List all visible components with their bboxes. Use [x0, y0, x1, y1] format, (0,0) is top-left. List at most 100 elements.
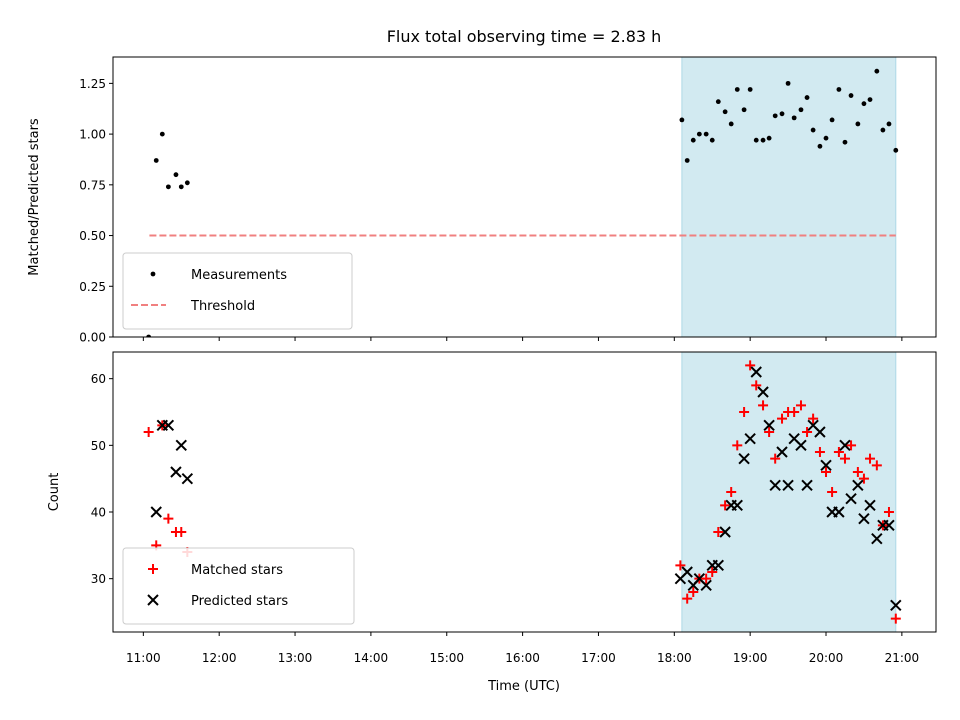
measurement-point [146, 334, 152, 337]
x-tick-label: 19:00 [733, 651, 768, 665]
bottom-legend-box [122, 547, 355, 625]
bottom-panel: 30 40 50 60 11:00 12:00 13:00 14:00 15:00 16:00 17… [91, 351, 937, 665]
matched-star-point [732, 440, 743, 451]
top-y-axis-label: Matched/Predicted stars [27, 118, 42, 276]
predicted-star-point [833, 506, 845, 518]
predicted-star-point [712, 559, 725, 572]
measurement-point [772, 113, 778, 119]
top-y-tick-label: 0.25 [79, 280, 106, 294]
matched-star-point [833, 447, 844, 457]
measurement-point [684, 158, 690, 163]
measurement-point [810, 127, 816, 133]
measurement-point [165, 184, 171, 190]
measurement-point [785, 80, 791, 86]
predicted-star-point [162, 419, 175, 432]
top-y-tick-label: 1.25 [79, 77, 106, 91]
matched-star-point [163, 513, 174, 524]
top-plot-area [146, 68, 899, 337]
measurement-point [709, 137, 715, 143]
bottom-y-axis-label: Count [47, 473, 62, 512]
measurement-point [842, 139, 848, 145]
predicted-star-point [700, 579, 712, 592]
measurement-point [159, 131, 165, 137]
matched-star-point [675, 560, 686, 571]
predicted-star-point [871, 532, 883, 545]
measurement-point [753, 137, 759, 143]
matched-star-point [688, 587, 699, 597]
matched-star-point [707, 567, 718, 577]
x-tick-label: 18:00 [657, 651, 692, 665]
predicted-star-point [814, 426, 826, 438]
top-shaded-span [681, 56, 897, 338]
bottom-axes-frame [112, 351, 937, 633]
predicted-star-point [731, 499, 743, 512]
predicted-star-point [175, 439, 187, 452]
predicted-star-point [738, 452, 750, 465]
bottom-y-tick-label: 40 [91, 506, 106, 520]
matched-star-point [745, 360, 756, 371]
predicted-star-point [890, 599, 902, 612]
chart-title: Flux total observing time = 2.83 h [387, 27, 662, 46]
bottom-y-tick-label: 60 [91, 372, 106, 386]
matched-star-point [789, 407, 800, 417]
matched-star-point [701, 573, 712, 584]
legend-label: Predicted stars [191, 594, 288, 609]
measurement-point [679, 117, 685, 123]
matched-star-point [852, 467, 863, 477]
measurement-point [829, 117, 835, 123]
predicted-star-point [839, 439, 851, 452]
matched-star-point [865, 453, 876, 464]
measurement-point [178, 184, 184, 190]
top-y-tick-label: 0.75 [79, 178, 106, 192]
measurement-point [734, 87, 740, 92]
measurement-point [722, 109, 728, 115]
measurement-point [715, 99, 721, 105]
top-panel: 0.00 0.25 0.50 0.75 1.00 1.25 Measurements Thre… [79, 56, 937, 345]
measurement-point [817, 143, 823, 149]
predicted-star-point [820, 459, 832, 472]
top-axes-frame [112, 56, 937, 338]
legend-predicted-marker [147, 594, 159, 606]
predicted-star-point [782, 479, 794, 492]
matched-star-point [176, 527, 187, 537]
top-y-tick-label: 1.00 [79, 128, 106, 142]
measurement-point [855, 121, 861, 127]
predicted-star-point [750, 366, 762, 378]
top-legend-box [122, 252, 353, 330]
measurement-point [779, 111, 785, 117]
predicted-star-point [883, 519, 895, 532]
measurement-point [747, 87, 753, 92]
matched-star-point [802, 427, 813, 437]
x-tick-label: 15:00 [429, 651, 464, 665]
predicted-star-point [681, 566, 693, 578]
predicted-star-point [150, 506, 162, 518]
predicted-star-point [852, 479, 864, 492]
matched-star-point [808, 413, 819, 424]
measurement-point [836, 87, 842, 92]
x-tick-label: 11:00 [126, 651, 161, 665]
predicted-star-point [795, 439, 807, 452]
matched-star-point [821, 467, 832, 477]
x-tick-label: 21:00 [885, 651, 920, 665]
matched-star-point [682, 593, 693, 604]
predicted-star-point [744, 432, 756, 445]
matched-star-point [795, 400, 806, 411]
measurement-point [791, 115, 797, 121]
matched-star-point [777, 413, 788, 424]
measurement-point [173, 172, 179, 178]
measurement-point [861, 101, 867, 107]
matched-star-point [827, 487, 838, 497]
matched-star-point [143, 427, 154, 437]
matched-star-point [713, 527, 724, 537]
x-axis-label: Time (UTC) [487, 679, 560, 694]
matched-star-point [751, 380, 762, 391]
x-tick-label: 13:00 [278, 651, 313, 665]
matched-star-point [858, 473, 869, 484]
x-tick-label: 16:00 [505, 651, 540, 665]
legend-measurement-marker [150, 271, 156, 277]
measurement-point [880, 127, 886, 133]
legend-label: Matched stars [191, 563, 283, 578]
matched-star-point [839, 453, 850, 464]
measurement-point [690, 137, 696, 143]
